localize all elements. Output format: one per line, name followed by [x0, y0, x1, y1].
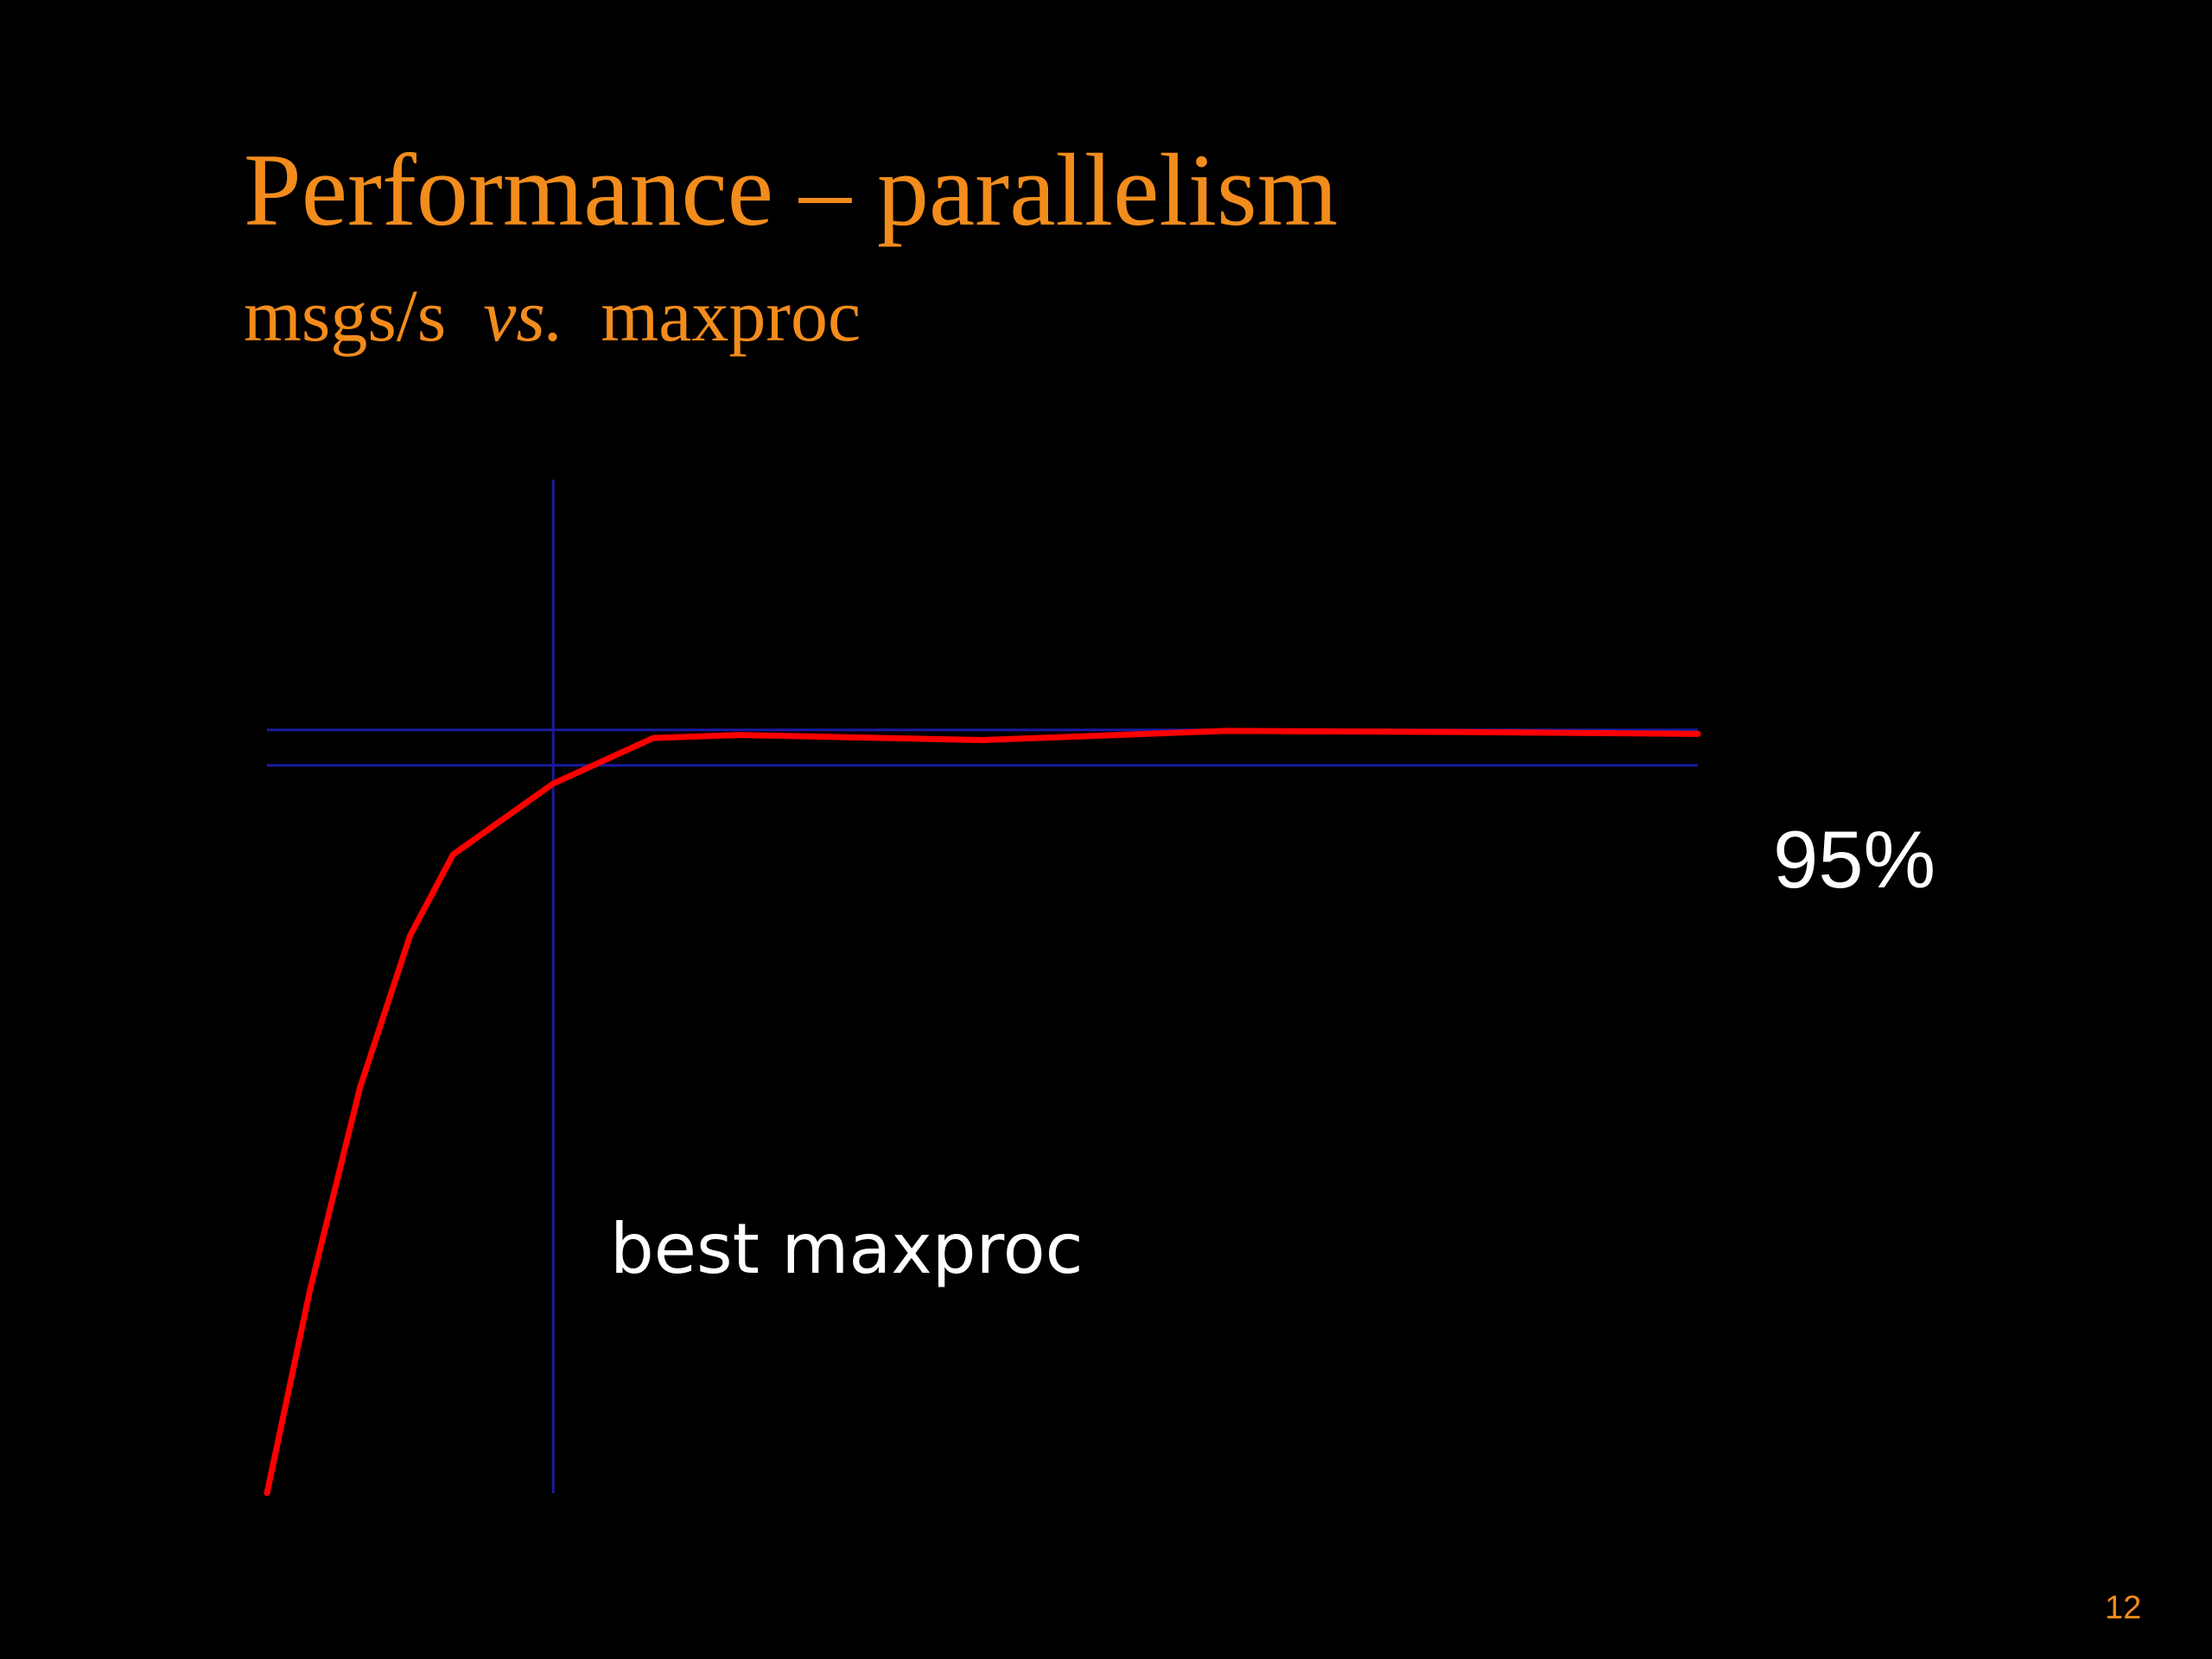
annotation-best-maxproc: best maxproc: [610, 1209, 1084, 1289]
subtitle-part-2: maxproc: [563, 274, 861, 357]
subtitle-part-1: msgs/s: [244, 274, 484, 357]
page-number: 12: [2105, 1590, 2142, 1626]
slide-title: Performance – parallelism: [244, 132, 1338, 247]
slide-subtitle: msgs/s vs. maxproc: [244, 278, 861, 353]
annotation-95-percent: 95%: [1773, 814, 1936, 905]
series-line-0: [264, 728, 1701, 1497]
subtitle-part-vs: vs.: [483, 274, 564, 357]
